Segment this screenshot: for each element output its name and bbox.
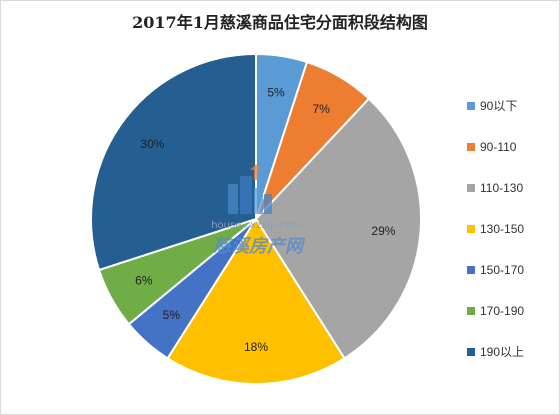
legend-label: 150-170: [480, 263, 524, 277]
legend-swatch: [467, 143, 475, 151]
slice-label: 29%: [371, 224, 395, 238]
pie-slices: 5% 7% 29% 18% 5% 6% 30%: [90, 52, 422, 385]
legend-swatch: [467, 307, 475, 315]
slice-label: 30%: [140, 137, 164, 151]
legend-label: 90-110: [480, 140, 517, 154]
watermark-name: 慈溪房产网: [213, 236, 306, 257]
slice-label: 6%: [135, 274, 153, 288]
legend-label: 90以下: [480, 99, 517, 113]
chart-title: 2017年1月慈溪商品住宅分面积段结构图: [132, 13, 428, 32]
slice-label: 7%: [312, 102, 330, 116]
building-icon: [228, 164, 272, 214]
slice-label: 5%: [267, 86, 285, 100]
pie-slice-110-130: [254, 97, 422, 360]
legend-label: 130-150: [480, 222, 524, 236]
legend-swatch: [467, 102, 475, 110]
watermark: house.cxzxip.com 慈溪房产网: [211, 164, 306, 257]
pie-slice-190以上: [90, 52, 257, 272]
legend-label: 170-190: [480, 304, 524, 318]
legend-label: 190以上: [480, 345, 524, 359]
legend-label: 110-130: [480, 181, 523, 195]
legend-swatch: [467, 266, 475, 274]
legend-swatch: [467, 225, 475, 233]
slice-label: 18%: [244, 340, 268, 354]
watermark-url: house.cxzxip.com: [211, 220, 301, 231]
legend-swatch: [467, 184, 475, 192]
pie-slice-130-150: [166, 217, 346, 385]
legend: 90以下 90-110 110-130 130-150 150-170 170-190 19…: [467, 99, 524, 359]
slice-label: 5%: [163, 308, 181, 322]
legend-swatch: [467, 348, 475, 356]
